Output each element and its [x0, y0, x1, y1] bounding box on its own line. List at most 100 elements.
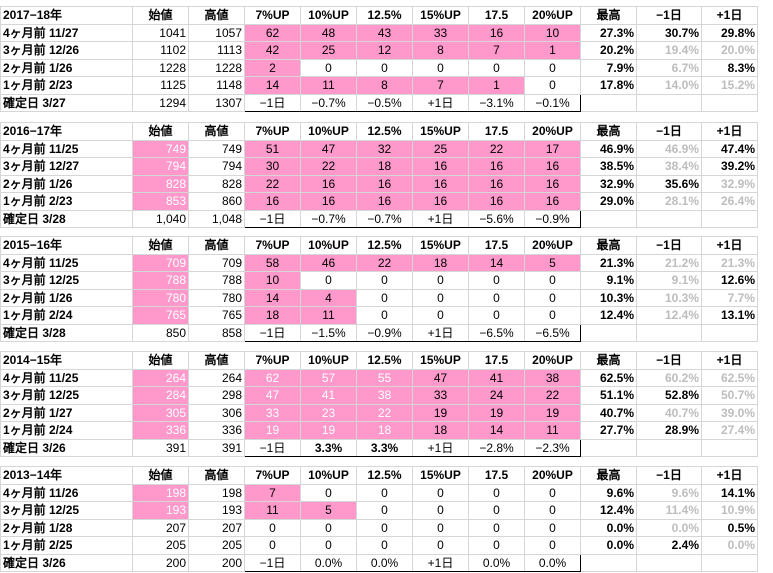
- row-label[interactable]: 3ヶ月前 12/25: [0, 501, 133, 520]
- column-header[interactable]: 20%UP: [524, 6, 581, 25]
- confirm-date-label[interactable]: 確定日 3/28: [0, 323, 133, 342]
- row-label[interactable]: 1ヶ月前 2/24: [0, 306, 133, 325]
- count-cell[interactable]: 16: [468, 174, 525, 193]
- count-cell[interactable]: 0: [468, 288, 525, 307]
- confirm-cell[interactable]: −0.7%: [300, 93, 357, 112]
- column-header[interactable]: 20%UP: [524, 466, 581, 485]
- best-pct-cell[interactable]: 9.6%: [580, 483, 637, 502]
- count-cell[interactable]: 0: [356, 288, 413, 307]
- count-cell[interactable]: 0: [356, 306, 413, 325]
- confirm-cell[interactable]: −1.5%: [300, 323, 357, 342]
- open-price-cell[interactable]: 391: [132, 438, 189, 457]
- count-cell[interactable]: 46: [300, 253, 357, 272]
- count-cell[interactable]: 33: [244, 403, 301, 422]
- open-price-cell[interactable]: 305: [132, 403, 189, 422]
- open-price-cell[interactable]: 709: [132, 253, 189, 272]
- column-header[interactable]: 10%UP: [300, 466, 357, 485]
- column-header[interactable]: 20%UP: [524, 236, 581, 255]
- count-cell[interactable]: 0: [412, 271, 469, 290]
- high-price-cell[interactable]: 749: [188, 139, 245, 158]
- plus-1day-cell[interactable]: 39.2%: [701, 157, 758, 176]
- count-cell[interactable]: 22: [524, 386, 581, 405]
- row-label[interactable]: 4ヶ月前 11/27: [0, 23, 133, 42]
- confirm-cell[interactable]: −0.9%: [524, 209, 581, 228]
- confirm-cell[interactable]: −1日: [244, 438, 301, 457]
- plus-1day-cell[interactable]: 0.5%: [701, 518, 758, 537]
- best-pct-cell[interactable]: 51.1%: [580, 386, 637, 405]
- open-price-cell[interactable]: 205: [132, 536, 189, 555]
- count-cell[interactable]: 19: [524, 403, 581, 422]
- column-header[interactable]: 15%UP: [412, 6, 469, 25]
- high-price-cell[interactable]: 765: [188, 306, 245, 325]
- count-cell[interactable]: 18: [412, 421, 469, 440]
- row-label[interactable]: 2ヶ月前 1/27: [0, 403, 133, 422]
- minus-1day-cell[interactable]: 40.7%: [636, 403, 702, 422]
- minus-1day-cell[interactable]: 9.6%: [636, 483, 702, 502]
- minus-1day-cell[interactable]: 21.2%: [636, 253, 702, 272]
- confirm-cell[interactable]: −0.5%: [356, 93, 413, 112]
- plus-1day-cell[interactable]: 29.8%: [701, 23, 758, 42]
- column-header[interactable]: +1日: [701, 351, 758, 370]
- count-cell[interactable]: 16: [524, 192, 581, 211]
- open-price-cell[interactable]: 336: [132, 421, 189, 440]
- minus-1day-cell[interactable]: 35.6%: [636, 174, 702, 193]
- empty-cell[interactable]: [636, 438, 702, 457]
- column-header[interactable]: 高値: [188, 351, 245, 370]
- count-cell[interactable]: 42: [244, 41, 301, 60]
- column-header[interactable]: −1日: [636, 6, 702, 25]
- count-cell[interactable]: 0: [300, 518, 357, 537]
- minus-1day-cell[interactable]: 30.7%: [636, 23, 702, 42]
- column-header[interactable]: 7%UP: [244, 122, 301, 141]
- count-cell[interactable]: 0: [524, 306, 581, 325]
- count-cell[interactable]: 33: [412, 23, 469, 42]
- open-price-cell[interactable]: 780: [132, 288, 189, 307]
- row-label[interactable]: 1ヶ月前 2/25: [0, 536, 133, 555]
- minus-1day-cell[interactable]: 2.4%: [636, 536, 702, 555]
- count-cell[interactable]: 16: [468, 157, 525, 176]
- count-cell[interactable]: 41: [300, 386, 357, 405]
- confirm-cell[interactable]: 3.3%: [356, 438, 413, 457]
- best-pct-cell[interactable]: 27.3%: [580, 23, 637, 42]
- high-price-cell[interactable]: 207: [188, 518, 245, 537]
- count-cell[interactable]: 16: [412, 174, 469, 193]
- confirm-cell[interactable]: −1日: [244, 209, 301, 228]
- best-pct-cell[interactable]: 40.7%: [580, 403, 637, 422]
- count-cell[interactable]: 41: [468, 368, 525, 387]
- open-price-cell[interactable]: 264: [132, 368, 189, 387]
- high-price-cell[interactable]: 306: [188, 403, 245, 422]
- count-cell[interactable]: 48: [300, 23, 357, 42]
- empty-cell[interactable]: [636, 553, 702, 572]
- count-cell[interactable]: 0: [412, 483, 469, 502]
- count-cell[interactable]: 11: [300, 76, 357, 95]
- open-price-cell[interactable]: 1,040: [132, 209, 189, 228]
- minus-1day-cell[interactable]: 19.4%: [636, 41, 702, 60]
- confirm-date-label[interactable]: 確定日 3/26: [0, 553, 133, 572]
- high-price-cell[interactable]: 1228: [188, 58, 245, 77]
- count-cell[interactable]: 0: [468, 536, 525, 555]
- best-pct-cell[interactable]: 29.0%: [580, 192, 637, 211]
- plus-1day-cell[interactable]: 26.4%: [701, 192, 758, 211]
- column-header[interactable]: −1日: [636, 236, 702, 255]
- minus-1day-cell[interactable]: 14.0%: [636, 76, 702, 95]
- count-cell[interactable]: 0: [524, 271, 581, 290]
- count-cell[interactable]: 7: [244, 483, 301, 502]
- block-title[interactable]: 2015−16年: [0, 236, 133, 255]
- count-cell[interactable]: 62: [244, 23, 301, 42]
- count-cell[interactable]: 0: [468, 518, 525, 537]
- row-label[interactable]: 2ヶ月前 1/28: [0, 518, 133, 537]
- high-price-cell[interactable]: 828: [188, 174, 245, 193]
- count-cell[interactable]: 0: [300, 483, 357, 502]
- high-price-cell[interactable]: 198: [188, 483, 245, 502]
- plus-1day-cell[interactable]: 20.0%: [701, 41, 758, 60]
- count-cell[interactable]: 7: [468, 41, 525, 60]
- count-cell[interactable]: 16: [244, 192, 301, 211]
- column-header[interactable]: 始値: [132, 122, 189, 141]
- count-cell[interactable]: 0: [356, 536, 413, 555]
- minus-1day-cell[interactable]: 46.9%: [636, 139, 702, 158]
- row-label[interactable]: 3ヶ月前 12/25: [0, 271, 133, 290]
- count-cell[interactable]: 0: [468, 58, 525, 77]
- high-price-cell[interactable]: 1307: [188, 93, 245, 112]
- count-cell[interactable]: 18: [356, 421, 413, 440]
- minus-1day-cell[interactable]: 9.1%: [636, 271, 702, 290]
- count-cell[interactable]: 23: [300, 403, 357, 422]
